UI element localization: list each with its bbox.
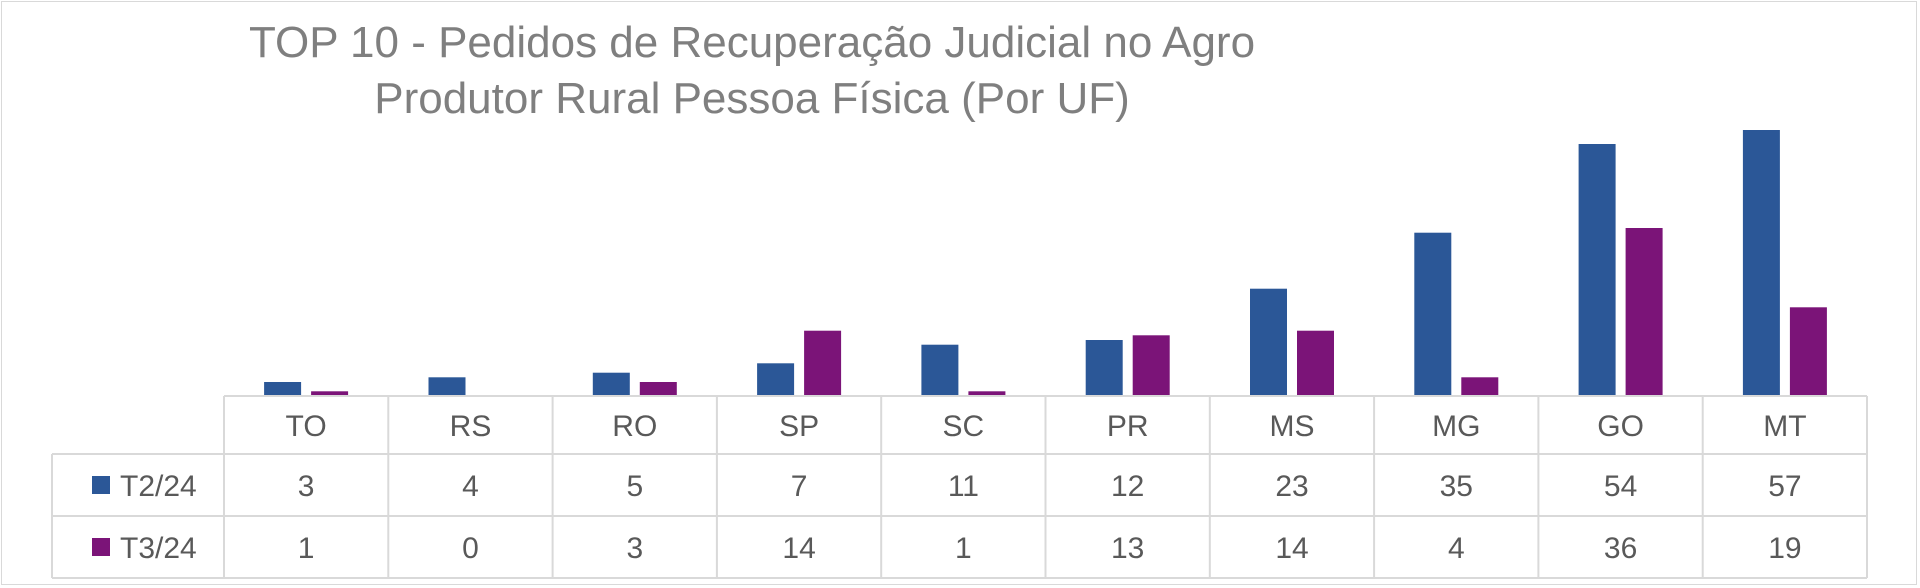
data-label-t224-sp: 7 <box>791 470 808 503</box>
legend-label-t324: T3/24 <box>120 532 197 565</box>
data-label-t324-mt: 19 <box>1768 532 1801 565</box>
bar-t224-to <box>264 382 302 396</box>
data-label-t224-rs: 4 <box>462 470 479 503</box>
category-label-mt: MT <box>1763 410 1806 443</box>
data-label-t324-go: 36 <box>1604 532 1637 565</box>
bar-t224-go <box>1578 144 1616 396</box>
data-label-t324-mg: 4 <box>1448 532 1465 565</box>
category-label-sp: SP <box>779 410 819 443</box>
category-label-sc: SC <box>943 410 985 443</box>
data-label-t224-mt: 57 <box>1768 470 1801 503</box>
bar-t324-pr <box>1132 335 1170 396</box>
category-label-go: GO <box>1597 410 1644 443</box>
data-label-t224-go: 54 <box>1604 470 1637 503</box>
data-label-t324-sc: 1 <box>955 532 972 565</box>
data-label-t324-ro: 3 <box>626 532 643 565</box>
bar-t224-pr <box>1085 340 1123 396</box>
bar-t324-ms <box>1297 330 1334 396</box>
chart-title-line-1: TOP 10 - Pedidos de Recuperação Judicial… <box>248 18 1256 67</box>
data-label-t324-to: 1 <box>298 532 315 565</box>
category-label-to: TO <box>286 410 327 443</box>
data-label-t224-mg: 35 <box>1440 470 1473 503</box>
category-label-rs: RS <box>450 410 492 443</box>
legend-key-t224 <box>92 476 110 494</box>
bar-t224-mt <box>1742 130 1780 396</box>
legend-key-t324 <box>92 538 110 556</box>
bar-t324-sc <box>968 391 1006 396</box>
category-label-ro: RO <box>612 410 657 443</box>
data-label-t324-rs: 0 <box>462 532 479 565</box>
data-label-t324-sp: 14 <box>782 532 815 565</box>
data-label-t224-ro: 5 <box>626 470 643 503</box>
bar-t324-go <box>1625 228 1663 396</box>
bar-t324-mt <box>1789 307 1827 396</box>
category-label-mg: MG <box>1432 410 1480 443</box>
data-label-t224-ms: 23 <box>1275 470 1308 503</box>
bar-t324-mg <box>1461 377 1499 396</box>
bar-t224-ro <box>592 372 630 396</box>
bar-t324-to <box>311 391 349 396</box>
bar-t224-sc <box>921 344 959 396</box>
bar-t224-sp <box>757 363 795 396</box>
bar-t324-sp <box>804 330 842 396</box>
data-label-t224-sc: 11 <box>948 470 979 503</box>
bar-t324-ro <box>639 382 677 396</box>
bar-t224-rs <box>428 377 466 396</box>
data-label-t224-pr: 12 <box>1111 470 1144 503</box>
bar-t224-ms <box>1250 288 1287 396</box>
category-label-pr: PR <box>1107 410 1149 443</box>
legend-label-t224: T2/24 <box>120 470 197 503</box>
chart-title-line-2: Produtor Rural Pessoa Física (Por UF) <box>374 74 1130 123</box>
data-label-t324-ms: 14 <box>1275 532 1308 565</box>
data-label-t224-to: 3 <box>298 470 315 503</box>
data-label-t324-pr: 13 <box>1111 532 1144 565</box>
category-label-ms: MS <box>1270 410 1315 443</box>
bar-t224-mg <box>1414 232 1452 396</box>
